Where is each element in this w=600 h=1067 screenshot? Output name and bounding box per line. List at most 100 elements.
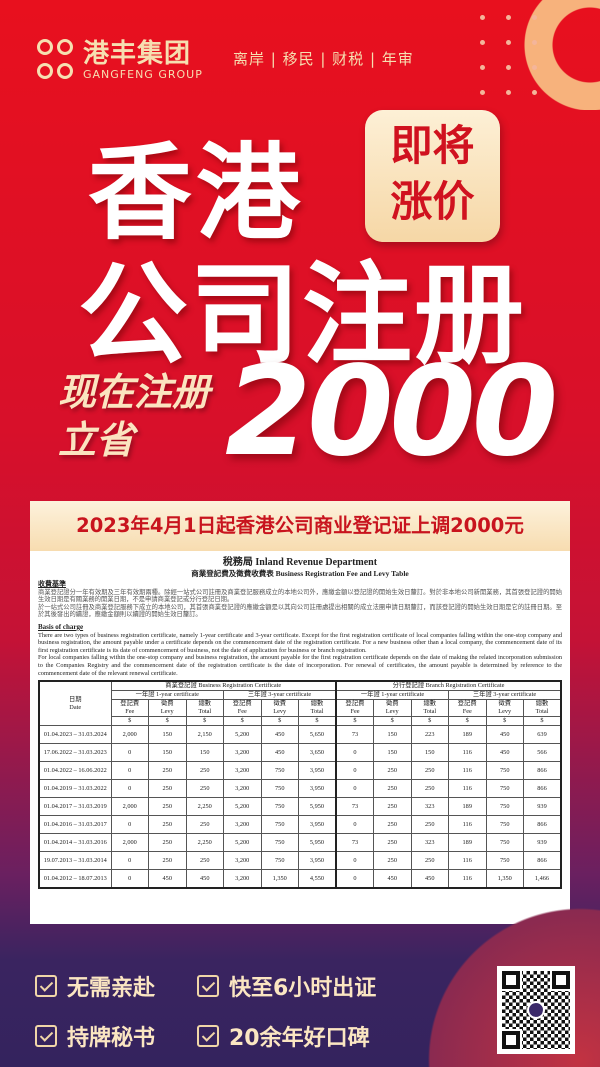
unit-label: $	[148, 716, 187, 727]
unit-label: $	[298, 716, 337, 727]
fee-cell: 750	[260, 851, 299, 871]
fee-cell: 450	[260, 725, 299, 745]
table-row: 01.04.2016 – 31.03.2017 0 250 250 3,200 750 3,…	[38, 815, 562, 835]
date-header: 日期 Date	[38, 680, 112, 727]
fee-cell: 250	[185, 851, 224, 871]
checkbox-icon	[197, 975, 219, 997]
fee-cell: 3,650	[298, 743, 337, 763]
unit-label: $	[485, 716, 524, 727]
fee-cell: 0	[110, 851, 149, 871]
fee-cell: 3,200	[223, 851, 262, 871]
fee-cell: 566	[523, 743, 562, 763]
group-header: 分行登記證 Branch Registration Certificate	[335, 680, 562, 692]
date-cell: 01.04.2014 – 31.03.2016	[38, 833, 112, 853]
fee-cell: 250	[373, 761, 412, 781]
unit-label: $	[185, 716, 224, 727]
group-header: 商業登記證 Business Registration Certificate	[110, 680, 337, 692]
fee-cell: 1,350	[260, 869, 299, 889]
column-header: 登記費 Fee	[223, 699, 262, 718]
unit-label: $	[110, 716, 149, 727]
badge-line2: 涨价	[390, 177, 475, 226]
en-paragraph: There are two types of business registra…	[38, 631, 562, 654]
save-line2: 立省	[58, 418, 135, 462]
fee-cell: 189	[448, 833, 487, 853]
fee-cell: 450	[148, 869, 187, 889]
fee-cell: 323	[410, 833, 449, 853]
fee-cell: 150	[148, 725, 187, 745]
fee-cell: 0	[110, 761, 149, 781]
date-cell: 19.07.2013 – 31.03.2014	[38, 851, 112, 871]
fee-cell: 4,550	[298, 869, 337, 889]
date-cell: 01.04.2019 – 31.03.2022	[38, 779, 112, 799]
fee-cell: 450	[410, 869, 449, 889]
fee-cell: 866	[523, 779, 562, 799]
fee-cell: 250	[373, 797, 412, 817]
cn-heading: 收費基準	[38, 580, 66, 588]
fee-cell: 450	[485, 725, 524, 745]
unit-label: $	[410, 716, 449, 727]
brand-name-cn: 港丰集团	[83, 38, 192, 69]
fee-cell: 73	[335, 725, 374, 745]
fee-cell: 223	[410, 725, 449, 745]
fee-cell: 866	[523, 851, 562, 871]
fee-cell: 866	[523, 815, 562, 835]
feature-item: 持牌秘书	[35, 1020, 197, 1052]
fee-cell: 3,950	[298, 761, 337, 781]
table-row: 01.04.2012 – 18.07.2013 0 450 450 3,200 1,350…	[38, 869, 562, 889]
logo-icon	[35, 35, 77, 85]
fee-cell: 116	[448, 743, 487, 763]
column-header: 總數 Total	[298, 699, 337, 718]
fee-cell: 250	[373, 815, 412, 835]
fee-cell: 5,200	[223, 833, 262, 853]
fee-cell: 750	[485, 833, 524, 853]
column-header: 徵費 Levy	[485, 699, 524, 718]
date-cell: 01.04.2023 – 31.03.2024	[38, 725, 112, 745]
fee-cell: 939	[523, 833, 562, 853]
fee-cell: 0	[335, 815, 374, 835]
fee-cell: 750	[485, 761, 524, 781]
fee-cell: 0	[110, 815, 149, 835]
save-label: 现在注册 立省	[58, 368, 210, 464]
fee-cell: 450	[485, 743, 524, 763]
fee-cell: 250	[148, 833, 187, 853]
en-heading: Basis of charge	[38, 622, 84, 631]
table-row: 01.04.2019 – 31.03.2022 0 250 250 3,200 750 3,…	[38, 779, 562, 799]
fee-cell: 250	[373, 851, 412, 871]
feature-item: 无需亲赴	[35, 970, 197, 1002]
fee-cell: 750	[260, 779, 299, 799]
fee-cell: 150	[148, 743, 187, 763]
fee-cell: 450	[373, 869, 412, 889]
column-header: 徵費 Levy	[148, 699, 187, 718]
feature-list: 无需亲赴 快至6小时出证 持牌秘书 20余年好口碑	[35, 970, 397, 1052]
fee-cell: 3,200	[223, 743, 262, 763]
table-row: 01.04.2022 – 16.06.2022 0 250 250 3,200 750 3,…	[38, 761, 562, 781]
qr-code[interactable]	[497, 966, 575, 1054]
fee-cell: 0	[110, 779, 149, 799]
cn-paragraph: 於一站式公司註冊及商業登記服務下成立的本地公司，其首張商業登記證的應繳金額是以其…	[38, 603, 562, 619]
fee-cell: 2,000	[110, 797, 149, 817]
column-header: 總數 Total	[185, 699, 224, 718]
fee-cell: 3,200	[223, 815, 262, 835]
column-header: 總數 Total	[523, 699, 562, 718]
column-header: 徵費 Levy	[260, 699, 299, 718]
fee-cell: 116	[448, 815, 487, 835]
fee-cell: 5,200	[223, 725, 262, 745]
fee-cell: 2,150	[185, 725, 224, 745]
column-header: 登記費 Fee	[110, 699, 149, 718]
save-amount: 2000	[225, 340, 558, 484]
fee-cell: 3,950	[298, 815, 337, 835]
fee-cell: 250	[410, 779, 449, 799]
fee-cell: 73	[335, 797, 374, 817]
badge-line1: 即将	[390, 121, 475, 170]
fee-cell: 250	[373, 779, 412, 799]
subgroup-header: 三年證 3-year certificate	[223, 690, 337, 701]
fee-cell: 250	[185, 779, 224, 799]
subgroup-header: 三年證 3-year certificate	[448, 690, 562, 701]
unit-label: $	[373, 716, 412, 727]
feature-item: 快至6小时出证	[197, 970, 397, 1002]
brand-name-en: GANGFENG GROUP	[83, 67, 203, 81]
unit-label: $	[223, 716, 262, 727]
decorative-dots	[480, 15, 538, 95]
date-cell: 17.06.2022 – 31.03.2023	[38, 743, 112, 763]
fee-cell: 0	[335, 761, 374, 781]
